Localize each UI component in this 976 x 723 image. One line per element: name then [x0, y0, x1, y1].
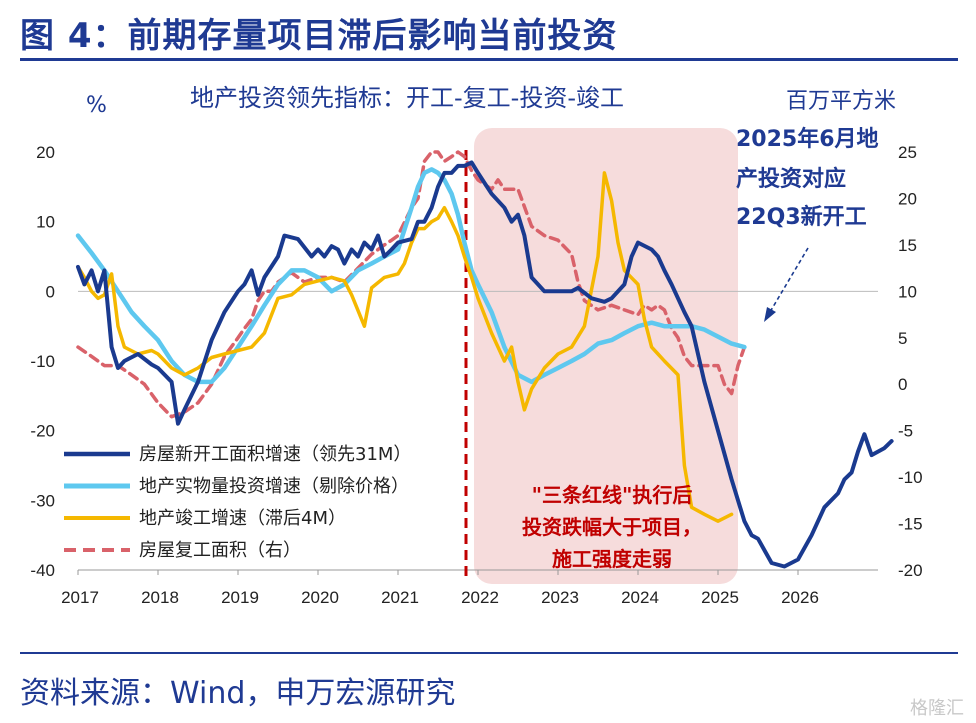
left-axis-unit: % [86, 93, 107, 118]
series-line-lightblue [75, 167, 747, 385]
left-tick-label: 0 [46, 282, 55, 301]
x-tick-label: 2026 [781, 588, 819, 607]
x-tick-label: 2022 [461, 588, 499, 607]
legend: 房屋新开工面积增速（领先31M） 地产实物量投资增速（剔除价格） 地产竣工增速（滞后… [64, 444, 411, 561]
footer-rule [20, 652, 958, 654]
shade-note-line-1: "三条红线"执行后 [532, 483, 693, 507]
legend-label: 房屋复工面积（右） [139, 540, 301, 561]
left-tick-label: -40 [30, 561, 55, 580]
right-tick-label: 10 [898, 282, 917, 301]
axes-group: 20 10 0 -10 -20 -30 -40 25 20 15 10 5 0 -5 -10 -15 -20 20… [30, 143, 922, 607]
right-tick-label: 25 [898, 143, 917, 162]
left-tick-label: -20 [30, 422, 55, 441]
right-tick-label: 0 [898, 375, 907, 394]
shade-note-line-3: 施工强度走弱 [552, 547, 672, 571]
series-line-red_dash [76, 150, 747, 419]
annotation-line-1: 2025年6月地 [736, 126, 879, 152]
annotation-arrow-line [769, 247, 809, 313]
right-tick-label: -10 [898, 468, 923, 487]
chart-svg: 20 10 0 -10 -20 -30 -40 25 20 15 10 5 0 -5 -10 -15 -20 20… [30, 84, 922, 607]
source-note: 资料来源：Wind，申万宏源研究 [20, 676, 456, 711]
x-tick-label: 2020 [301, 588, 339, 607]
right-tick-label: -5 [898, 422, 913, 441]
legend-label: 地产实物量投资增速（剔除价格） [139, 476, 409, 497]
watermark-logo: 格隆汇 [910, 698, 964, 719]
left-tick-label: 10 [36, 213, 55, 232]
title-rule [20, 58, 958, 61]
left-tick-label: -10 [30, 352, 55, 371]
series-group [75, 150, 894, 569]
x-tick-label: 2017 [61, 588, 99, 607]
chart-subtitle: 地产投资领先指标：开工-复工-投资-竣工 [190, 84, 624, 112]
shade-note-line-2: 投资跌幅大于项目， [522, 515, 702, 539]
legend-label: 房屋新开工面积增速（领先31M） [139, 444, 411, 465]
x-tick-label: 2025 [701, 588, 739, 607]
legend-label: 地产竣工增速（滞后4M） [139, 508, 346, 529]
right-tick-label: 5 [898, 329, 907, 348]
left-tick-label: 20 [36, 143, 55, 162]
right-axis-unit: 百万平方米 [786, 89, 896, 114]
x-tick-label: 2021 [381, 588, 419, 607]
right-tick-label: -15 [898, 515, 923, 534]
series-line-navy [76, 160, 894, 569]
x-tick-label: 2018 [141, 588, 179, 607]
right-tick-label: 15 [898, 236, 917, 255]
figure-title: 图 4：前期存量项目滞后影响当前投资 [20, 16, 618, 56]
shaded-region [474, 128, 738, 584]
series-line-gold [76, 171, 734, 523]
x-tick-label: 2023 [541, 588, 579, 607]
x-tick-label: 2019 [221, 588, 259, 607]
right-tick-label: 20 [898, 189, 917, 208]
annotation-line-2: 产投资对应 [736, 166, 846, 192]
annotation-arrow-head [764, 307, 776, 322]
left-tick-label: -30 [30, 491, 55, 510]
right-tick-label: -20 [898, 561, 923, 580]
x-tick-label: 2024 [621, 588, 659, 607]
annotation-line-3: 22Q3新开工 [736, 204, 867, 230]
